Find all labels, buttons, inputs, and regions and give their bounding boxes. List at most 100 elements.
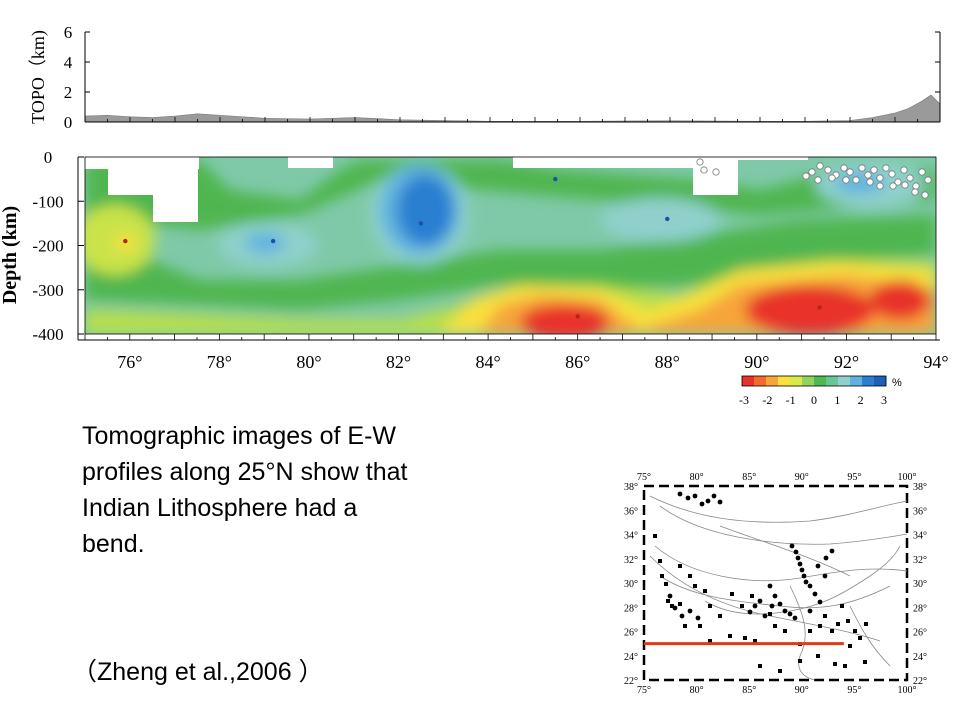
station-square [783,629,787,633]
station-square [670,604,674,608]
event-circle [912,182,920,190]
map-ytick-label-left: 32° [624,555,638,566]
map-ytick-label-left: 24° [624,652,638,663]
station-dot [797,561,803,567]
event-circle [906,174,914,182]
station-dot [769,603,775,609]
colorbar-swatch [754,376,767,386]
station-square [863,660,867,664]
topo-y-axis: 0 2 4 6 [64,23,940,132]
anomaly-marker [575,314,580,319]
anomaly-marker [270,238,276,244]
station-dot [822,573,828,579]
tomo-xtick-label: 94° [923,352,948,372]
station-dot [772,593,778,599]
event-circle [888,170,896,178]
caption-line-3: Indian Lithosphere had a [82,494,358,522]
station-dot [792,615,798,621]
station-square [703,589,707,593]
station-square [758,664,762,668]
map-ytick-label-right: 32° [913,555,927,566]
colorbar-swatch [778,376,791,386]
station-dot [677,491,683,497]
colorbar-unit: % [892,377,902,389]
event-circle [842,176,850,184]
map-y-ticks-left: 38° 36° 34° 32° 30° 28° 26° 24° 22° [624,482,638,687]
tomo-y-axis: 0 -100 -200 -300 -400 [32,148,84,344]
station-square [853,629,857,633]
station-dot [823,555,829,561]
station-dot [767,583,773,589]
station-dot [782,608,788,614]
event-circle [802,172,810,180]
station-square [833,662,837,666]
anomaly-marker [123,238,128,244]
station-dot [807,583,813,589]
topo-ytick-label: 6 [64,23,73,42]
event-circle [824,166,832,174]
station-dot [679,613,685,619]
station-dot [762,613,768,619]
map-xtick-label-bottom: 80° [690,685,704,696]
colorbar-tick-label: -2 [762,393,772,407]
station-square [730,592,734,596]
tomo-xtick-label: 78° [207,352,232,372]
map-xtick-label-top: 95° [847,472,861,483]
station-square [653,534,657,538]
caption: Tomographic images of E-W profiles along… [82,418,522,562]
event-circle [901,181,909,189]
velocity-anomaly-field [85,160,936,334]
event-circle [921,191,929,199]
station-square [798,659,802,663]
map-xtick-label-top: 85° [742,472,756,483]
station-dot [711,493,717,499]
tomo-xtick-label: 80° [296,352,321,372]
colorbar-tick-label: 3 [881,393,887,407]
citation: （Zheng et al.,2006 ） [72,658,324,686]
colorbar-tick-label: -3 [739,393,749,407]
colorbar-swatch [814,376,827,386]
station-square [778,669,782,673]
station-square [843,664,847,668]
anomaly-marker [817,305,822,310]
tomo-xtick-label: 92° [834,352,859,372]
tomo-ytick-label: -400 [32,325,63,344]
station-square [693,584,697,588]
anomaly-marker [418,221,424,226]
main-figure: 0 2 4 6 TOPO（km) [0,23,949,407]
map-ytick-label-right: 30° [913,579,927,590]
station-dot [717,499,723,505]
station-dot [667,593,673,599]
station-dot [699,501,705,507]
anomaly-marker [665,216,670,222]
tomo-ytick-label: -100 [32,192,63,211]
event-circle [840,164,848,172]
event-circle [808,168,816,176]
tomo-xtick-label: 88° [655,352,680,372]
colorbar-tick-label: 0 [811,393,817,407]
map-xtick-label-top: 75° [637,472,651,483]
station-dot [752,603,758,609]
colorbar-swatch [862,376,875,386]
event-circle [712,168,720,176]
caption-line-4: bend. [82,530,145,558]
map-x-ticks-top: 75° 80° 85° 90° 95° 100° [637,472,917,483]
tomo-ytick-label: -300 [32,281,63,300]
event-circle [924,176,932,184]
station-square [753,639,757,643]
colorbar: -3 -2 -1 0 1 2 3 % [739,375,902,407]
map-ytick-label-right: 22° [913,676,927,687]
map-ytick-label-left: 26° [624,628,638,639]
map-xtick-label-bottom: 100° [898,685,917,696]
station-square [658,559,662,563]
station-dot [692,493,698,499]
tomo-ylabel: Depth (km) [0,206,21,304]
station-dot [672,605,678,611]
colorbar-swatch [826,376,839,386]
station-dot [815,563,821,569]
station-dot [695,615,701,621]
station-square [666,599,670,603]
topo-panel: 0 2 4 6 TOPO（km) [28,23,941,132]
event-circle [816,162,824,170]
map-y-ticks-right: 38° 36° 34° 32° 30° 28° 26° 24° 22° [913,482,927,687]
